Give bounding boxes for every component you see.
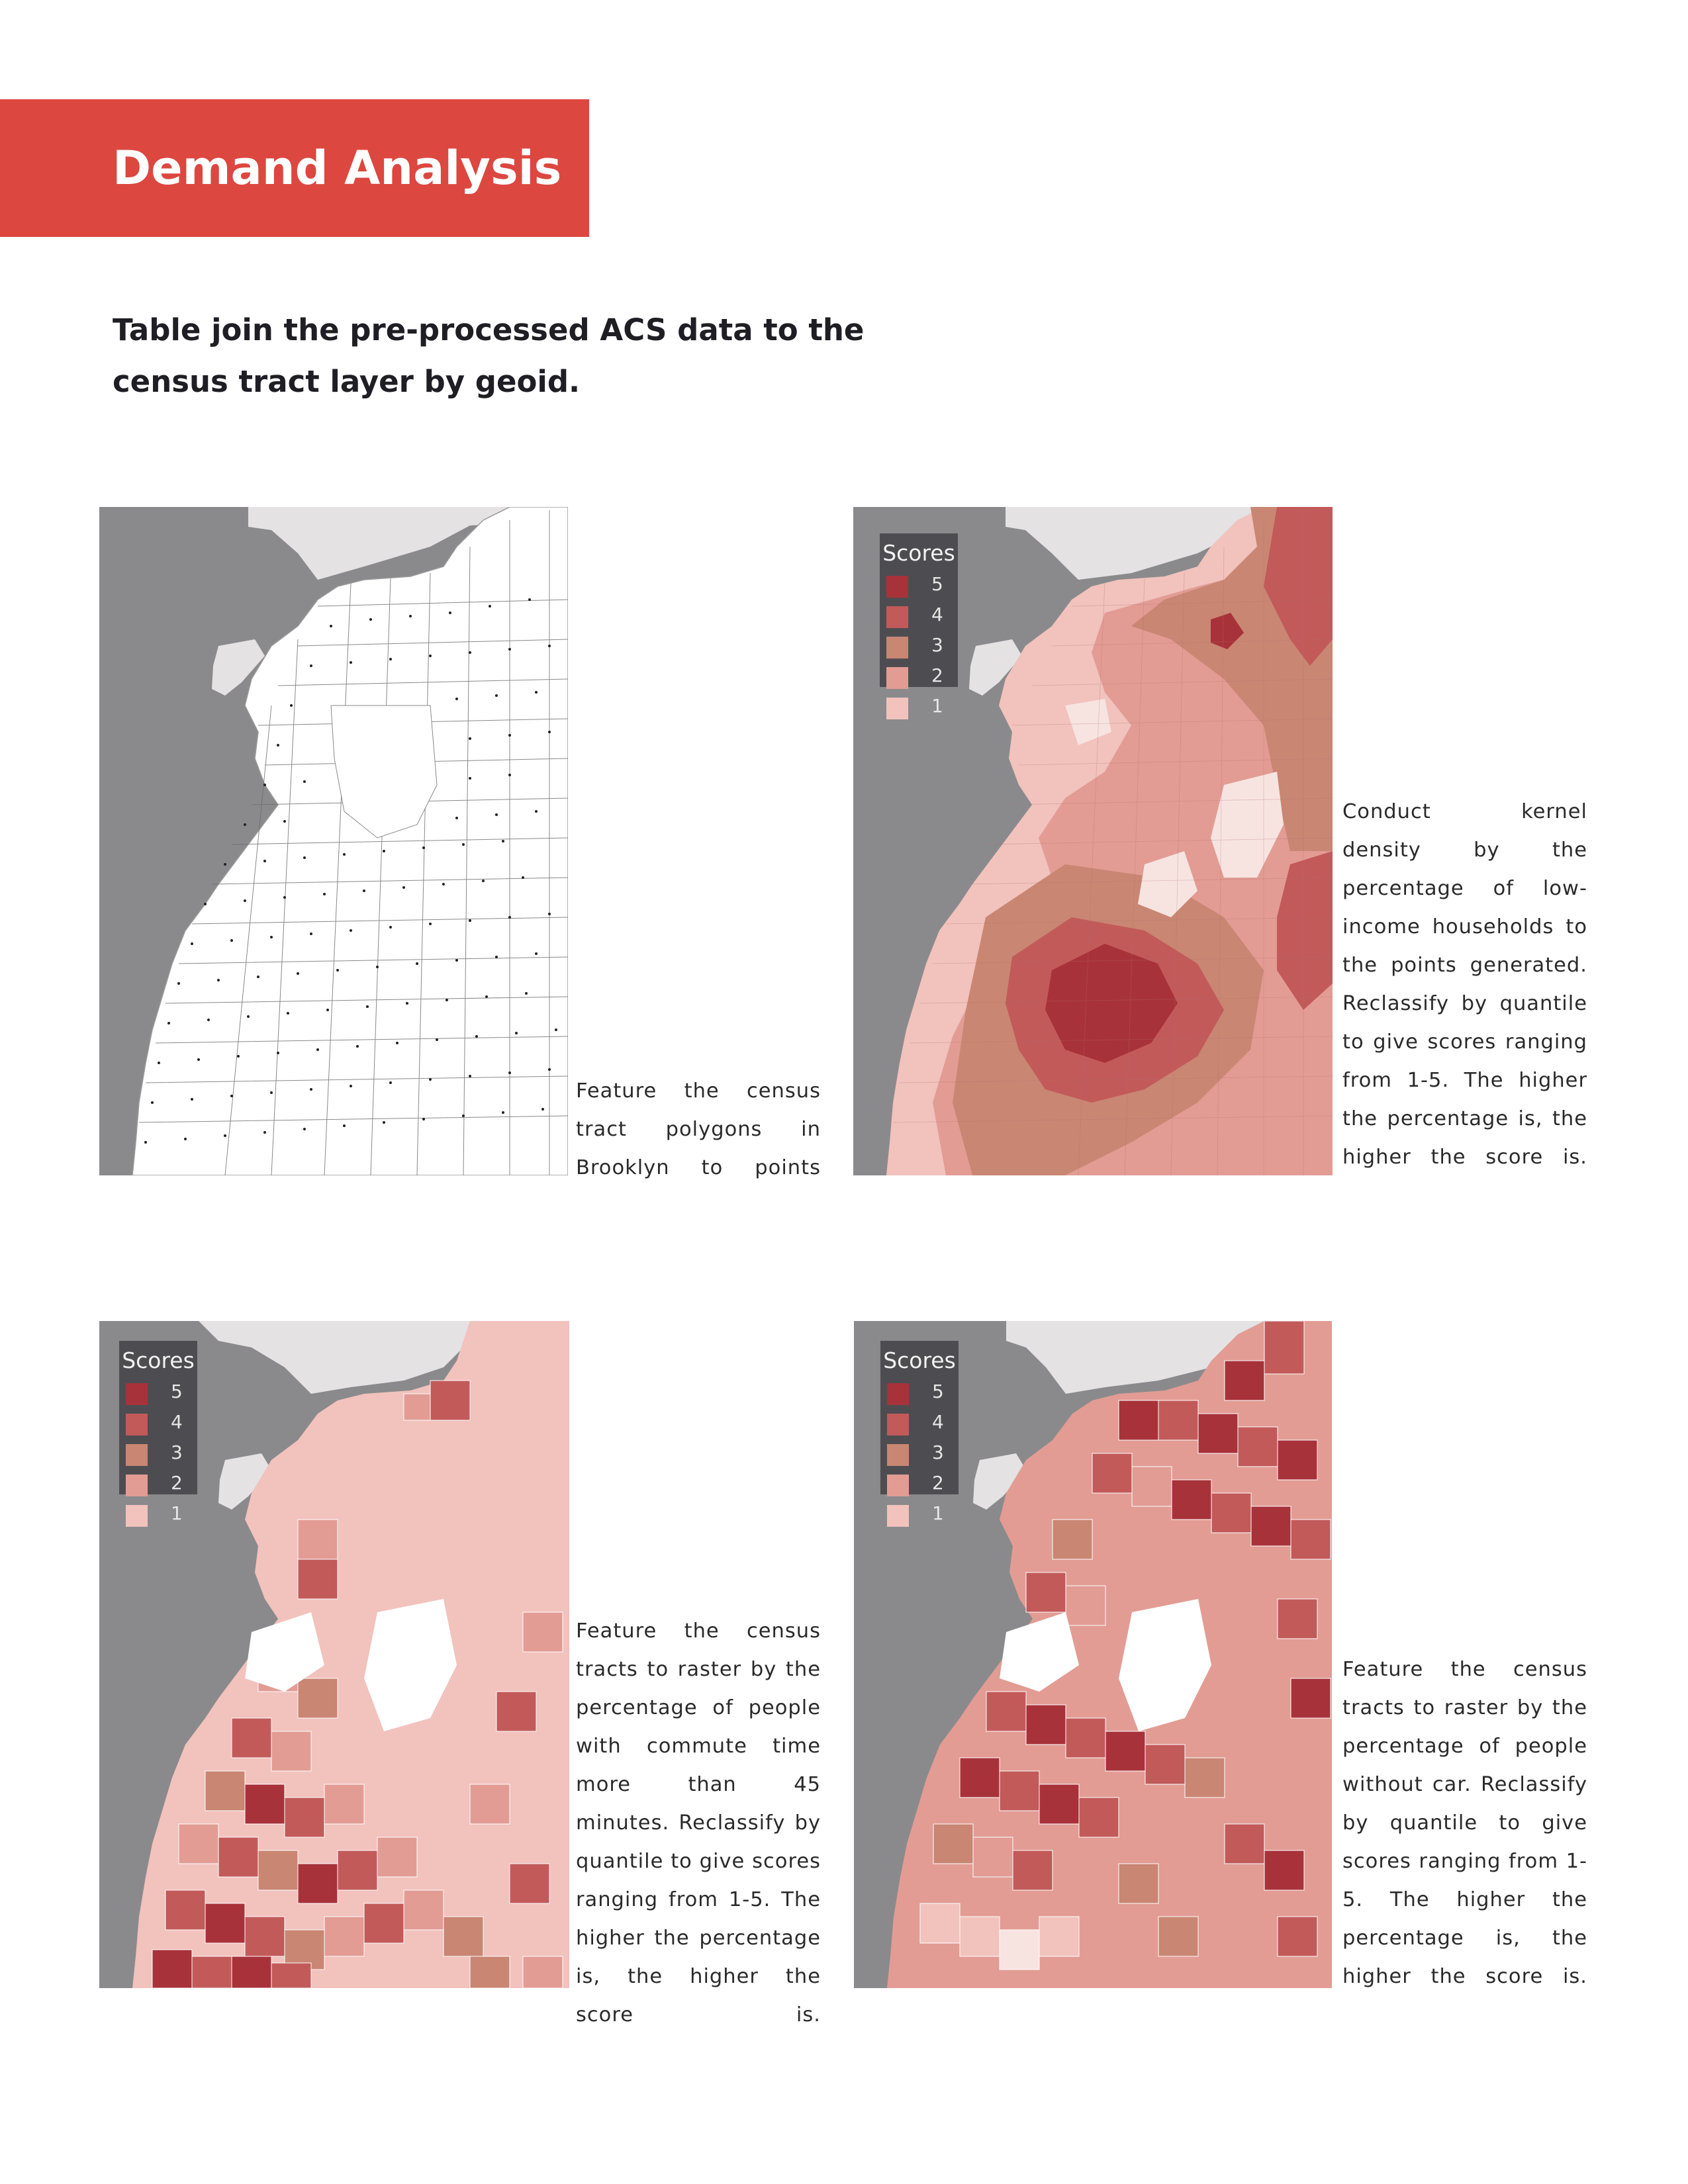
- commute-map-graphic: [132, 1321, 569, 1988]
- map-census-tract-points: [99, 507, 568, 1175]
- governors-island: [969, 639, 1022, 696]
- tract-centroid-points: [144, 598, 557, 1144]
- legend-label: 5: [931, 573, 943, 595]
- map-commute-time-raster: [99, 1321, 569, 1988]
- legend-label: 2: [171, 1472, 183, 1494]
- density-low-pocket: [1065, 699, 1284, 917]
- legend-item-4: 4: [887, 1411, 953, 1435]
- legend-item-1: 1: [126, 1502, 192, 1527]
- governors-island: [212, 639, 265, 696]
- brooklyn-landmass: [887, 1321, 1332, 1988]
- tract-map-graphic: [132, 507, 568, 1175]
- legend-label: 4: [171, 1411, 183, 1433]
- kernel-map-graphic: [886, 507, 1333, 1175]
- legend-item-3: 3: [887, 1441, 953, 1466]
- legend-item-1: 1: [887, 1502, 953, 1527]
- unscored-park-area: [1000, 1599, 1211, 1731]
- legend-label: 4: [931, 604, 943, 625]
- caption-kernel-density: Conduct kernel density by the percentage…: [1342, 800, 1587, 1169]
- legend-swatch: [886, 637, 908, 659]
- density-score-5: [1045, 613, 1244, 1063]
- legend-swatch: [886, 606, 908, 628]
- manhattan-landmass: [1006, 1321, 1264, 1394]
- car-score-cells: [919, 1321, 1331, 1970]
- tract-outline-overlay: [892, 510, 1333, 1175]
- governors-island: [218, 1453, 271, 1510]
- unscored-park-area: [245, 1599, 457, 1731]
- legend-label: 3: [171, 1441, 183, 1463]
- caption-no-car: Feature the census tracts to raster by t…: [1342, 1658, 1587, 1988]
- legend-item-2: 2: [887, 1472, 953, 1496]
- legend-swatch: [886, 698, 908, 719]
- legend-label: 2: [931, 664, 943, 686]
- tract-grid: [138, 510, 568, 1175]
- legend-label: 3: [932, 1441, 944, 1463]
- legend-title: Scores: [882, 540, 955, 566]
- legend-item-1: 1: [886, 695, 953, 719]
- legend-label: 1: [171, 1502, 183, 1524]
- legend-swatch: [126, 1475, 148, 1496]
- car-map-graphic: [887, 1321, 1332, 1988]
- legend-item-5: 5: [886, 573, 953, 598]
- legend-swatch: [886, 576, 908, 598]
- manhattan-landmass: [248, 507, 568, 580]
- governors-island: [973, 1453, 1026, 1510]
- subtitle: Table join the pre-processed ACS data to…: [113, 312, 865, 399]
- legend-swatch: [887, 1444, 909, 1466]
- legend-item-3: 3: [886, 634, 953, 659]
- caption-commute-time: Feature the census tracts to raster by t…: [576, 1619, 821, 2026]
- page-title: Demand Analysis: [113, 141, 562, 195]
- legend-swatch: [126, 1414, 148, 1435]
- commute-score-cells: [152, 1380, 563, 1988]
- manhattan-landmass: [199, 1321, 470, 1394]
- legend-kernel: Scores 5 4 3 2 1: [880, 533, 958, 719]
- legend-label: 3: [931, 634, 943, 656]
- legend-item-5: 5: [887, 1381, 953, 1405]
- legend-item-2: 2: [886, 664, 953, 689]
- legend-label: 1: [931, 695, 943, 717]
- map-no-car-raster: [854, 1321, 1332, 1988]
- legend-item-5: 5: [126, 1381, 192, 1405]
- map-kernel-density-low-income: [853, 507, 1333, 1175]
- legend-swatch: [886, 667, 908, 689]
- legend-label: 4: [932, 1411, 944, 1433]
- legend-swatch: [887, 1505, 909, 1527]
- brooklyn-landmass: [132, 1321, 569, 1988]
- legend-swatch: [126, 1383, 148, 1405]
- legend-swatch: [126, 1505, 148, 1527]
- legend-title: Scores: [883, 1347, 956, 1373]
- legend-label: 2: [932, 1472, 944, 1494]
- legend-item-4: 4: [886, 604, 953, 628]
- caption-tract-points: Feature the census tract polygons in Bro…: [576, 1079, 821, 1179]
- legend-label: 5: [171, 1381, 183, 1402]
- legend-label: 1: [932, 1502, 944, 1524]
- legend-swatch: [126, 1444, 148, 1466]
- legend-swatch: [887, 1475, 909, 1496]
- legend-swatch: [887, 1383, 909, 1405]
- title-band: Demand Analysis: [0, 99, 589, 237]
- legend-title: Scores: [122, 1347, 195, 1373]
- legend-item-2: 2: [126, 1472, 192, 1496]
- legend-car: Scores 5 4 3 2 1: [880, 1341, 959, 1527]
- legend-item-3: 3: [126, 1441, 192, 1466]
- legend-label: 5: [932, 1381, 944, 1402]
- legend-swatch: [887, 1414, 909, 1435]
- legend-commute: Scores 5 4 3 2 1: [119, 1341, 197, 1527]
- legend-item-4: 4: [126, 1411, 192, 1435]
